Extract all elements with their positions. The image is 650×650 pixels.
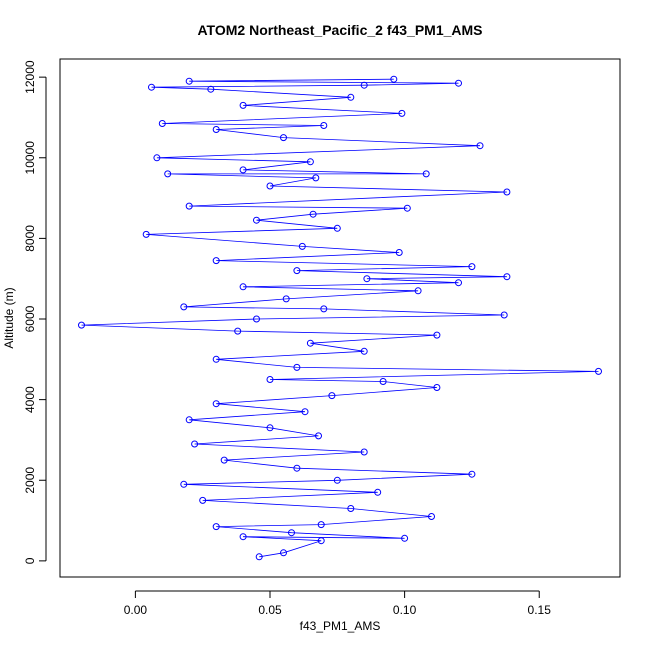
data-point bbox=[266, 182, 274, 190]
x-axis: 0.00 0.05 0.10 0.15 bbox=[124, 590, 552, 617]
data-point bbox=[503, 188, 511, 196]
data-point bbox=[234, 327, 242, 335]
data-point bbox=[403, 204, 411, 212]
data-point bbox=[433, 384, 441, 391]
data-point bbox=[468, 470, 476, 478]
data-point bbox=[301, 408, 309, 416]
data-point bbox=[306, 339, 314, 347]
data-point bbox=[212, 400, 220, 408]
data-point bbox=[191, 440, 199, 448]
x-tick-label: 0.00 bbox=[124, 603, 148, 617]
data-point bbox=[255, 553, 263, 561]
data-point bbox=[500, 311, 508, 319]
data-point bbox=[185, 416, 193, 424]
data-point bbox=[455, 279, 462, 287]
data-point bbox=[328, 392, 336, 400]
data-point bbox=[293, 363, 301, 371]
x-axis-label: f43_PM1_AMS bbox=[300, 619, 381, 633]
data-point bbox=[293, 464, 301, 472]
chart-title: ATOM2 Northeast_Pacific_2 f43_PM1_AMS bbox=[197, 22, 482, 38]
data-point bbox=[347, 505, 355, 512]
x-tick-label: 0.10 bbox=[393, 603, 417, 617]
data-point bbox=[360, 448, 368, 456]
data-point bbox=[317, 537, 325, 545]
data-point bbox=[320, 122, 328, 129]
data-point bbox=[266, 424, 274, 432]
data-point bbox=[595, 367, 602, 375]
data-point bbox=[306, 158, 314, 166]
y-axis: 0 2000 4000 6000 8000 10000 12000 bbox=[23, 60, 47, 564]
data-point bbox=[360, 347, 368, 355]
data-point bbox=[433, 331, 441, 339]
data-point bbox=[320, 305, 328, 313]
y-tick-label: 0 bbox=[23, 557, 37, 564]
data-point bbox=[158, 120, 166, 127]
data-point bbox=[78, 321, 85, 329]
data-point bbox=[374, 488, 382, 496]
data-point bbox=[317, 521, 325, 529]
y-tick-label: 8000 bbox=[23, 225, 37, 252]
data-point bbox=[347, 93, 355, 101]
data-point bbox=[390, 75, 398, 83]
data-point bbox=[239, 533, 247, 541]
data-point bbox=[315, 432, 322, 440]
y-tick-label: 10000 bbox=[23, 141, 37, 175]
plot-frame bbox=[59, 58, 621, 578]
y-tick-label: 12000 bbox=[23, 60, 37, 94]
data-point bbox=[309, 210, 317, 218]
data-point bbox=[212, 126, 220, 133]
data-point bbox=[360, 81, 368, 89]
data-point bbox=[282, 295, 290, 303]
data-point bbox=[253, 216, 260, 224]
data-point bbox=[212, 523, 220, 531]
data-point bbox=[379, 378, 387, 385]
data-point bbox=[298, 242, 306, 250]
data-point bbox=[428, 513, 435, 520]
data-point bbox=[476, 142, 484, 150]
data-point bbox=[164, 170, 172, 178]
data-point bbox=[148, 83, 155, 91]
data-point bbox=[185, 77, 193, 85]
x-tick-label: 0.15 bbox=[528, 603, 552, 617]
data-point bbox=[333, 224, 341, 232]
data-point bbox=[212, 257, 220, 265]
data-point bbox=[239, 101, 247, 109]
data-point bbox=[253, 315, 260, 323]
data-point bbox=[468, 263, 476, 271]
data-point bbox=[363, 275, 371, 283]
data-point bbox=[293, 267, 301, 275]
data-point bbox=[180, 480, 188, 488]
data-point bbox=[422, 170, 430, 178]
data-point bbox=[398, 109, 406, 117]
data-point bbox=[239, 283, 247, 291]
data-point bbox=[185, 202, 193, 210]
y-tick-label: 2000 bbox=[23, 467, 37, 494]
data-point bbox=[239, 166, 247, 174]
data-point bbox=[212, 355, 220, 363]
series-line bbox=[81, 78, 599, 558]
data-point bbox=[220, 456, 228, 464]
data-point bbox=[180, 303, 188, 311]
series-layer bbox=[78, 75, 602, 561]
data-point bbox=[401, 534, 409, 542]
data-point bbox=[199, 496, 207, 504]
data-point bbox=[266, 376, 274, 383]
data-point bbox=[312, 174, 320, 182]
x-tick-label: 0.05 bbox=[258, 603, 282, 617]
data-point bbox=[455, 79, 462, 87]
y-axis-label: Altitude (m) bbox=[2, 287, 16, 348]
y-tick-label: 6000 bbox=[23, 305, 37, 332]
y-tick-label: 4000 bbox=[23, 386, 37, 413]
data-point bbox=[395, 249, 403, 256]
data-point bbox=[280, 134, 287, 142]
data-point bbox=[288, 529, 295, 537]
data-point bbox=[503, 273, 511, 281]
data-point bbox=[414, 287, 422, 295]
data-point bbox=[207, 85, 215, 93]
data-point bbox=[153, 154, 161, 162]
data-point bbox=[280, 549, 287, 557]
data-point bbox=[142, 230, 150, 238]
data-point bbox=[333, 476, 341, 484]
